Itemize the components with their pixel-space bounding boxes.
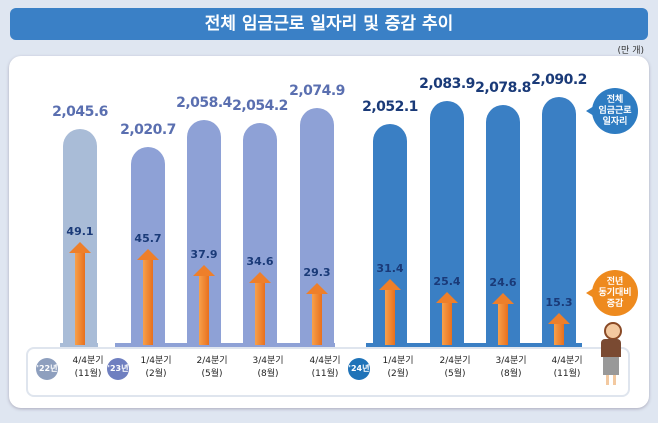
- x-tick-label: 4/4분기 (11월): [537, 355, 597, 381]
- year-baseline: [115, 343, 335, 348]
- change-value-label: 15.3: [545, 295, 573, 309]
- quarter-label: 2/4분기: [439, 356, 471, 366]
- arrow-head: [548, 312, 570, 324]
- x-tick-label: 3/4분기 (8월): [238, 355, 298, 381]
- month-label: (5월): [444, 369, 466, 379]
- change-value-label: 31.4: [376, 262, 404, 276]
- arrow-shaft: [498, 302, 508, 345]
- arrow-shaft: [143, 258, 153, 345]
- month-label: (11월): [553, 369, 581, 379]
- quarter-label: 2/4분기: [196, 356, 228, 366]
- year-badge: '22년: [36, 358, 58, 380]
- x-tick-label: 1/4분기 (2월): [368, 355, 428, 381]
- total-value-label: 2,020.7: [120, 122, 176, 138]
- arrow-head: [379, 279, 401, 291]
- x-tick-label: 1/4분기 (2월): [126, 355, 186, 381]
- quarter-label: 4/4분기: [551, 356, 583, 366]
- change-arrow: [379, 279, 401, 345]
- chart-title: 전체 임금근로 일자리 및 증감 추이: [10, 8, 648, 40]
- month-label: (2월): [145, 369, 167, 379]
- quarter-label: 4/4분기: [72, 356, 104, 366]
- legend-change-bubble: 전년 동기대비 증감: [586, 270, 638, 316]
- arrow-head: [492, 293, 514, 305]
- year-badge: '23년: [107, 358, 129, 380]
- month-label: (11월): [74, 369, 102, 379]
- change-value-label: 49.1: [66, 224, 94, 238]
- arrow-head: [137, 249, 159, 261]
- change-arrow: [436, 291, 458, 345]
- month-label: (5월): [201, 369, 223, 379]
- change-arrow: [137, 249, 159, 345]
- change-arrow: [69, 241, 91, 345]
- legend-total-bubble: 전체 임금근로 일자리: [586, 88, 638, 134]
- change-arrow: [249, 272, 271, 345]
- arrow-shaft: [75, 250, 85, 345]
- presenter-figure-icon: [598, 322, 624, 386]
- total-value-label: 2,052.1: [362, 99, 418, 116]
- arrow-shaft: [385, 288, 395, 345]
- month-label: (8월): [257, 369, 279, 379]
- change-arrow: [306, 283, 328, 345]
- change-value-label: 37.9: [190, 248, 218, 262]
- total-value-label: 2,090.2: [531, 71, 587, 88]
- quarter-label: 1/4분기: [382, 356, 414, 366]
- arrow-head: [436, 291, 458, 303]
- arrow-shaft: [255, 281, 265, 345]
- x-tick-label: 4/4분기 (11월): [295, 355, 355, 381]
- total-value-label: 2,045.6: [52, 104, 108, 121]
- arrow-head: [69, 241, 91, 253]
- arrow-head: [193, 265, 215, 277]
- total-bar: [542, 96, 576, 345]
- arrow-shaft: [312, 292, 322, 345]
- year-baseline: [366, 343, 582, 348]
- arrow-shaft: [442, 300, 452, 345]
- change-value-label: 45.7: [134, 232, 162, 246]
- x-tick-label: 2/4분기 (5월): [425, 355, 485, 381]
- x-tick-label: 3/4분기 (8월): [481, 355, 541, 381]
- quarter-label: 3/4분기: [495, 356, 527, 366]
- year-badge: '24년: [348, 358, 370, 380]
- x-axis-strip: [26, 347, 630, 397]
- change-value-label: 29.3: [303, 266, 331, 280]
- month-label: (8월): [500, 369, 522, 379]
- total-value-label: 2,078.8: [475, 80, 531, 97]
- x-tick-label: 2/4분기 (5월): [182, 355, 242, 381]
- quarter-label: 3/4분기: [252, 356, 284, 366]
- change-arrow: [548, 312, 570, 345]
- total-value-label: 2,083.9: [419, 76, 475, 93]
- x-tick-label: 4/4분기 (11월): [58, 355, 118, 381]
- change-value-label: 25.4: [433, 274, 461, 288]
- month-label: (2월): [387, 369, 409, 379]
- total-value-label: 2,074.9: [289, 82, 345, 99]
- year-baseline: [60, 343, 98, 348]
- arrow-shaft: [554, 321, 564, 345]
- change-value-label: 34.6: [246, 255, 274, 269]
- arrow-head: [249, 272, 271, 284]
- total-value-label: 2,054.2: [232, 97, 288, 114]
- change-arrow: [193, 265, 215, 345]
- change-arrow: [492, 293, 514, 345]
- unit-label: (만 개): [617, 46, 644, 56]
- quarter-label: 4/4분기: [309, 356, 341, 366]
- change-value-label: 24.6: [489, 276, 517, 290]
- arrow-head: [306, 283, 328, 295]
- month-label: (11월): [311, 369, 339, 379]
- quarter-label: 1/4분기: [140, 356, 172, 366]
- total-value-label: 2,058.4: [176, 94, 232, 111]
- arrow-shaft: [199, 274, 209, 345]
